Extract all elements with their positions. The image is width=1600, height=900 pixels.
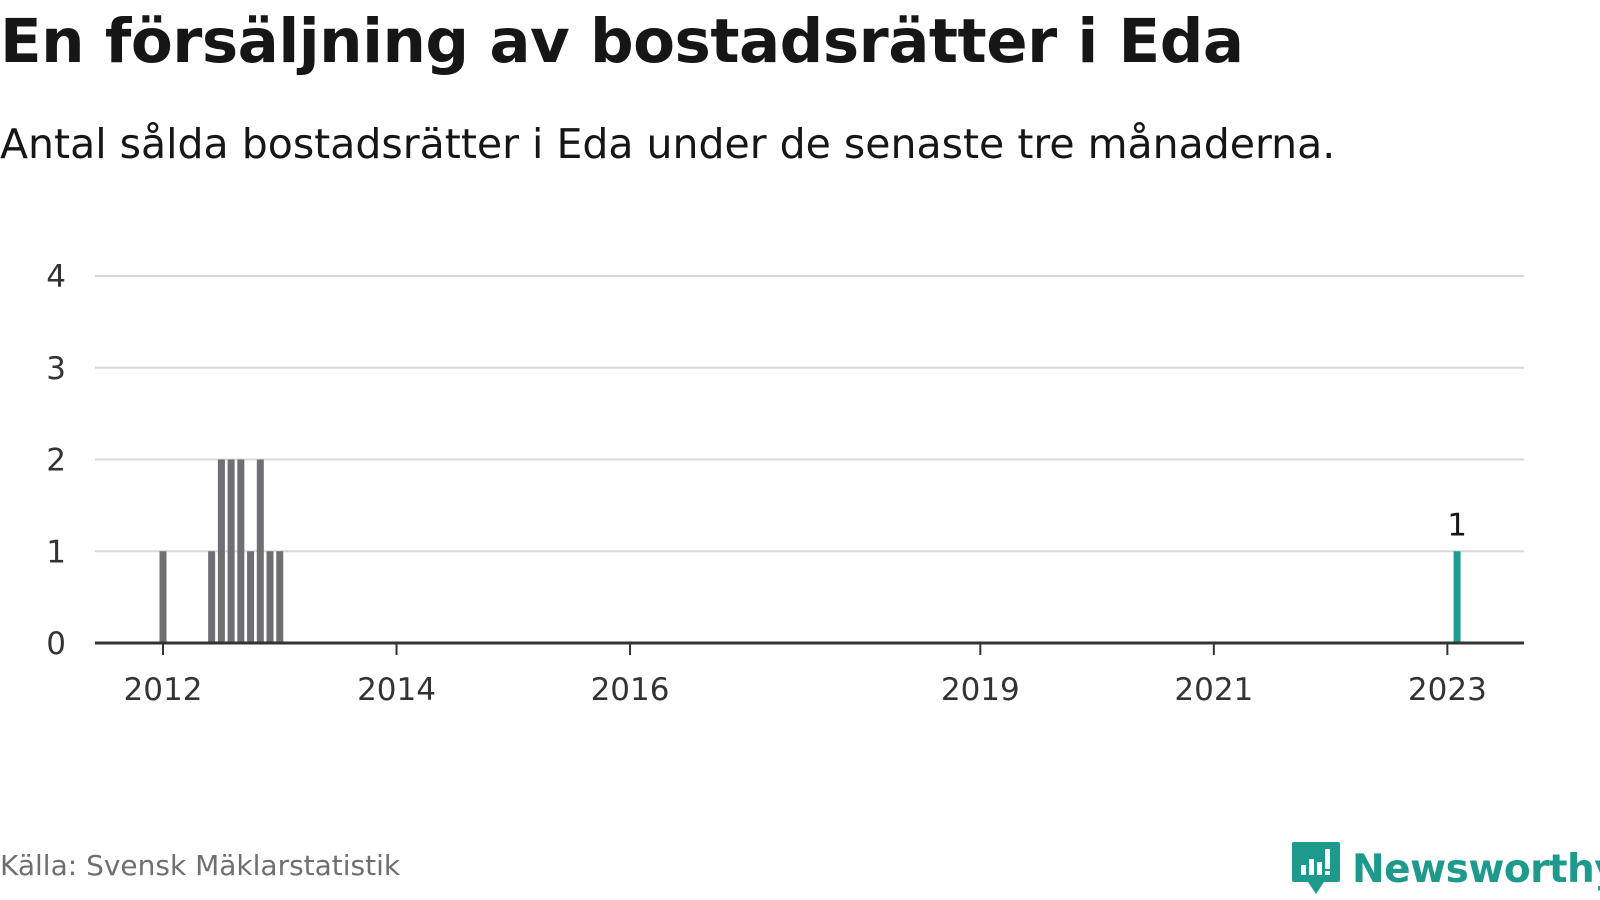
y-tick-label: 1 <box>46 534 66 570</box>
x-tick-label: 2016 <box>591 672 670 708</box>
y-tick-label: 3 <box>46 351 66 387</box>
bars <box>159 459 1461 643</box>
source-note: Källa: Svensk Mäklarstatistik <box>0 849 401 882</box>
newsworthy-logo-icon <box>1292 842 1340 894</box>
x-tick-label: 2021 <box>1174 672 1253 708</box>
x-axis-ticks: 2012 2014 2016 2019 2021 2023 <box>124 643 1487 708</box>
x-tick-label: 2019 <box>941 672 1020 708</box>
data-labels: 1 <box>1447 507 1467 543</box>
bar-highlight <box>1453 551 1461 643</box>
x-tick-label: 2012 <box>124 672 203 708</box>
bar <box>276 551 284 643</box>
bar <box>247 551 255 643</box>
chart-title: En försäljning av bostadsrätter i Eda <box>0 6 1244 77</box>
y-tick-label: 2 <box>46 443 66 479</box>
y-tick-label: 0 <box>46 626 66 662</box>
bar <box>227 459 235 643</box>
x-tick-label: 2023 <box>1408 672 1487 708</box>
x-tick-label: 2014 <box>357 672 436 708</box>
highlight-value-label: 1 <box>1447 507 1467 543</box>
bar <box>217 459 225 643</box>
y-tick-label: 4 <box>46 259 66 295</box>
brand-logo[interactable]: Newsworthy <box>1290 840 1600 898</box>
bar <box>256 459 264 643</box>
bar <box>208 551 216 643</box>
bar <box>159 551 167 643</box>
bar <box>266 551 274 643</box>
brand-name: Newsworthy <box>1352 846 1600 892</box>
bar <box>237 459 245 643</box>
y-axis-ticks: 0 1 2 3 4 <box>46 259 66 662</box>
chart-subtitle: Antal sålda bostadsrätter i Eda under de… <box>0 120 1336 168</box>
gridlines <box>95 275 1524 553</box>
